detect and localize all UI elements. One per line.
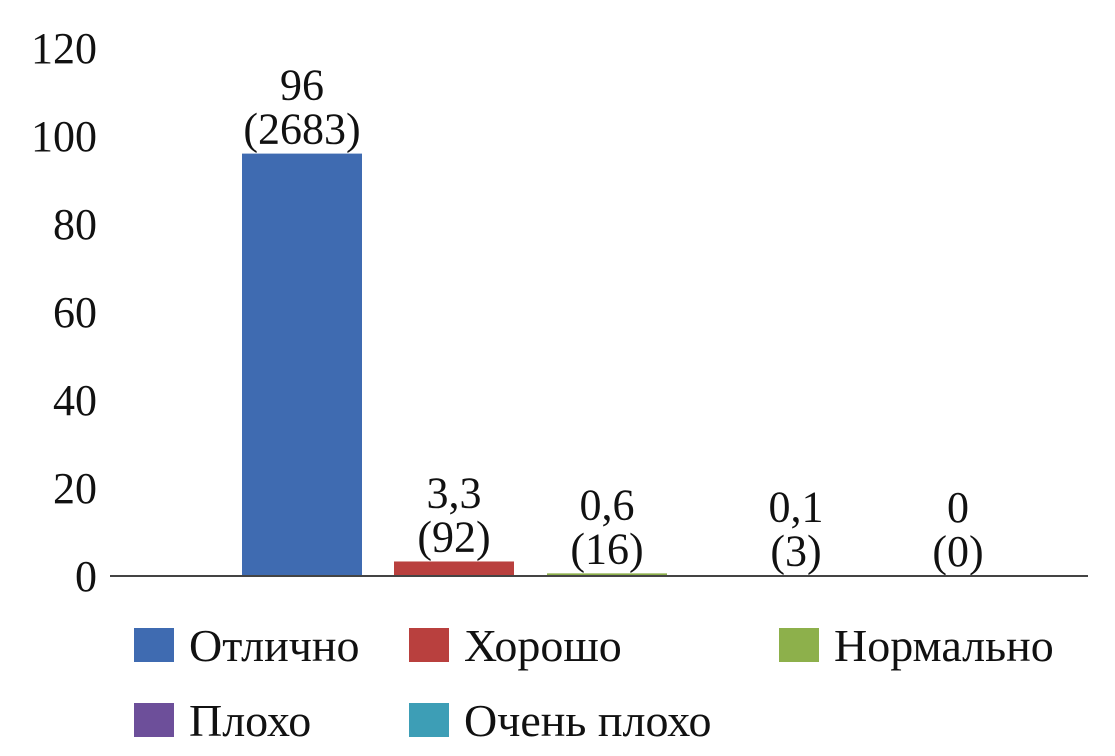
legend-label: Нормально [834,620,1054,671]
bar [547,573,667,576]
data-label-count: (2683) [243,105,360,154]
y-tick-label: 100 [31,112,97,161]
legend-label: Плохо [189,695,311,746]
y-tick-label: 0 [75,552,97,601]
data-labels: 96(2683) 3,3(92) 0,6(16) 0,1(3) 0(0) [243,61,983,576]
data-label-count: (92) [417,512,490,561]
data-label-count: (0) [932,527,983,576]
legend-label: Отлично [189,620,360,671]
data-label-count: (3) [770,527,821,576]
y-axis-ticks: 0 20 40 60 80 100 120 [31,24,97,601]
bar [394,561,514,576]
legend: Отлично Хорошо Нормально Плохо Очень плохо [134,620,1054,746]
y-tick-label: 80 [53,200,97,249]
y-tick-label: 40 [53,376,97,425]
legend-swatch [779,628,819,662]
legend-label: Очень плохо [464,695,712,746]
y-tick-label: 60 [53,288,97,337]
bars [242,153,856,576]
legend-label: Хорошо [464,620,622,671]
bar [242,153,362,576]
legend-swatch [409,628,449,662]
legend-swatch [134,703,174,737]
data-label-count: (16) [570,524,643,573]
y-tick-label: 120 [31,24,97,73]
data-label-value: 0,6 [580,480,635,529]
data-label-value: 3,3 [427,468,482,517]
legend-swatch [134,628,174,662]
legend-swatch [409,703,449,737]
data-label-value: 0 [947,483,969,532]
data-label-value: 0,1 [769,483,824,532]
y-tick-label: 20 [53,464,97,513]
data-label-value: 96 [280,61,324,110]
